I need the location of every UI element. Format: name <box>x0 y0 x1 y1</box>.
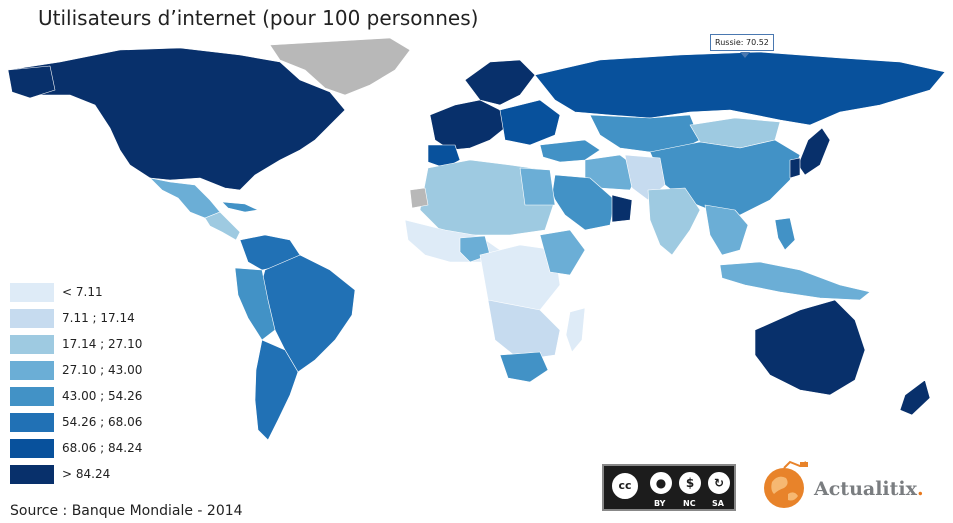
region-se-asia <box>704 204 749 256</box>
region-north-america <box>7 47 346 191</box>
region-mexico <box>149 177 221 219</box>
legend-swatch <box>10 413 54 432</box>
cc-nc-label: NC <box>683 499 696 508</box>
brand-name: Actualitix <box>814 478 917 500</box>
region-southern-africa <box>487 299 561 361</box>
cc-sa-label: SA <box>712 499 724 508</box>
source-note: Source : Banque Mondiale - 2014 <box>10 503 243 519</box>
region-new-zealand <box>899 379 931 416</box>
region-india <box>647 187 701 256</box>
region-peru-bolivia <box>234 267 276 341</box>
region-east-africa <box>539 229 586 276</box>
legend-swatch <box>10 335 54 354</box>
share-alike-icon: ↻ <box>706 470 732 496</box>
legend-label: < 7.11 <box>62 285 103 299</box>
cc-logo-icon: cc <box>610 471 640 501</box>
region-australia <box>754 299 866 396</box>
region-europe-east <box>499 99 561 146</box>
legend-label: 7.11 ; 17.14 <box>62 311 135 325</box>
legend-swatch <box>10 465 54 484</box>
region-argentina <box>254 339 299 441</box>
legend-swatch <box>10 361 54 380</box>
region-turkey <box>539 139 601 163</box>
legend-label: 43.00 ; 54.26 <box>62 389 143 403</box>
cc-by-label: BY <box>654 499 666 508</box>
globe-icon <box>764 460 808 508</box>
region-korea <box>789 157 801 179</box>
legend-swatch <box>10 309 54 328</box>
region-central-america <box>204 211 241 241</box>
region-scandinavia <box>464 59 536 106</box>
legend-swatch <box>10 387 54 406</box>
region-western-sahara <box>409 187 429 209</box>
region-alaska <box>7 65 56 99</box>
legend-label: > 84.24 <box>62 467 111 481</box>
region-europe-west <box>429 99 506 151</box>
person-icon: ● <box>648 470 674 496</box>
region-greenland <box>269 37 411 96</box>
legend-label: 68.06 ; 84.24 <box>62 441 143 455</box>
region-south-africa <box>499 351 549 383</box>
map-title: Utilisateurs d’internet (pour 100 person… <box>38 6 479 30</box>
legend-label: 54.26 ; 68.06 <box>62 415 143 429</box>
legend-label: 17.14 ; 27.10 <box>62 337 143 351</box>
region-philippines <box>774 217 796 251</box>
brand-dot: . <box>916 478 924 500</box>
brand-logo[interactable]: Actualitix. <box>760 456 950 516</box>
region-caribbean <box>221 201 259 213</box>
map-tooltip: Russie: 70.52 <box>710 34 774 51</box>
region-egypt <box>519 167 556 206</box>
legend-label: 27.10 ; 43.00 <box>62 363 143 377</box>
legend-swatch <box>10 439 54 458</box>
region-madagascar <box>565 307 586 353</box>
region-japan <box>797 127 831 176</box>
legend-swatch <box>10 283 54 302</box>
no-dollar-icon: $ <box>677 470 703 496</box>
region-russia <box>534 51 946 126</box>
region-indonesia <box>719 261 871 301</box>
region-oman <box>611 194 633 223</box>
cc-license-badge[interactable]: cc ● $ ↻ BY NC SA <box>602 464 736 511</box>
tooltip-pointer <box>740 52 750 58</box>
